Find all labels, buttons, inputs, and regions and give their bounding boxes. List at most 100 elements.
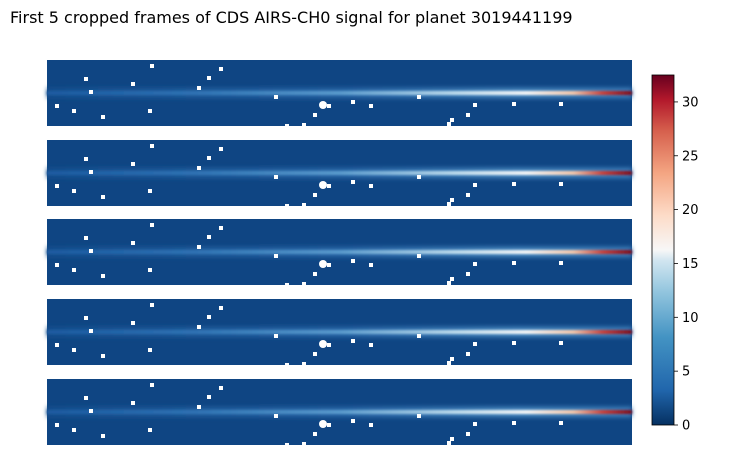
masked-pixel [72, 109, 76, 113]
colorbar-ticks: 0 5 10 15 20 25 30 [674, 95, 699, 434]
frame-2 [47, 140, 662, 208]
masked-pixel [219, 147, 223, 151]
masked-pixel [219, 67, 223, 71]
masked-pixel [131, 241, 135, 245]
masked-pixel [450, 118, 454, 122]
masked-pixel [101, 354, 105, 358]
masked-pixel [148, 348, 152, 352]
masked-pixel [473, 422, 477, 426]
colorbar-gradient [651, 74, 675, 426]
masked-pixel [89, 90, 93, 94]
masked-pixel [101, 195, 105, 199]
masked-pixel [302, 362, 306, 366]
masked-pixel [219, 226, 223, 230]
masked-pixel [512, 102, 516, 106]
masked-pixel [148, 109, 152, 113]
masked-pixel [84, 157, 88, 161]
masked-pixel [512, 421, 516, 425]
masked-pixel [417, 175, 421, 179]
masked-pixel-cluster [319, 340, 327, 348]
masked-pixel [84, 316, 88, 320]
masked-pixel [274, 334, 278, 338]
masked-pixel [150, 223, 154, 227]
masked-pixel [369, 104, 373, 108]
masked-pixel [197, 405, 201, 409]
chart-title: First 5 cropped frames of CDS AIRS-CH0 s… [10, 8, 573, 27]
masked-pixel [313, 272, 317, 276]
masked-pixel [150, 64, 154, 68]
masked-pixel [219, 306, 223, 310]
masked-pixel [512, 182, 516, 186]
spectral-trace [47, 171, 632, 175]
masked-pixel [148, 189, 152, 193]
masked-pixel [219, 386, 223, 390]
masked-pixel [285, 363, 289, 367]
colorbar-tick-label: 30 [682, 95, 699, 110]
masked-pixel [131, 401, 135, 405]
masked-pixel [466, 352, 470, 356]
colorbar-tick-label: 20 [682, 203, 699, 218]
masked-pixel [302, 123, 306, 127]
masked-pixel [559, 182, 563, 186]
masked-pixel [72, 348, 76, 352]
masked-pixel [512, 261, 516, 265]
masked-pixel [89, 409, 93, 413]
masked-pixel [84, 236, 88, 240]
masked-pixel [351, 419, 355, 423]
colorbar-tick-label: 10 [682, 311, 699, 326]
spectral-trace [47, 410, 632, 414]
masked-pixel [313, 113, 317, 117]
masked-pixel [313, 193, 317, 197]
colorbar: 0 5 10 15 20 25 30 [651, 74, 699, 434]
masked-pixel [447, 202, 451, 206]
masked-pixel [351, 259, 355, 263]
masked-pixel [327, 423, 331, 427]
masked-pixel [84, 396, 88, 400]
masked-pixel [55, 423, 59, 427]
masked-pixel-cluster [319, 260, 327, 268]
masked-pixel [417, 254, 421, 258]
frame-5 [47, 379, 662, 447]
frame-3 [47, 219, 662, 287]
masked-pixel [559, 102, 563, 106]
masked-pixel [447, 361, 451, 365]
masked-pixel [466, 193, 470, 197]
colorbar-tick-label: 0 [682, 419, 690, 434]
masked-pixel [302, 282, 306, 286]
masked-pixel [473, 262, 477, 266]
masked-pixel [417, 334, 421, 338]
masked-pixel [559, 421, 563, 425]
frames-group [47, 60, 662, 447]
frame-4 [47, 299, 662, 367]
masked-pixel [450, 437, 454, 441]
masked-pixel [450, 357, 454, 361]
masked-pixel [131, 162, 135, 166]
masked-pixel [55, 184, 59, 188]
colorbar-tick-label: 15 [682, 257, 699, 272]
masked-pixel [351, 180, 355, 184]
masked-pixel [447, 122, 451, 126]
masked-pixel [351, 100, 355, 104]
masked-pixel [447, 441, 451, 445]
masked-pixel [101, 274, 105, 278]
masked-pixel-cluster [319, 181, 327, 189]
masked-pixel [72, 268, 76, 272]
masked-pixel [327, 184, 331, 188]
masked-pixel [89, 329, 93, 333]
masked-pixel [207, 156, 211, 160]
masked-pixel [302, 203, 306, 207]
masked-pixel [285, 204, 289, 208]
masked-pixel [207, 76, 211, 80]
masked-pixel [150, 303, 154, 307]
masked-pixel [417, 414, 421, 418]
masked-pixel [207, 235, 211, 239]
spectral-trace [47, 250, 632, 254]
masked-pixel [559, 261, 563, 265]
masked-pixel [369, 423, 373, 427]
masked-pixel [207, 395, 211, 399]
masked-pixel [131, 82, 135, 86]
masked-pixel [473, 342, 477, 346]
masked-pixel [369, 343, 373, 347]
masked-pixel [327, 343, 331, 347]
colorbar-tick-label: 25 [682, 149, 699, 164]
